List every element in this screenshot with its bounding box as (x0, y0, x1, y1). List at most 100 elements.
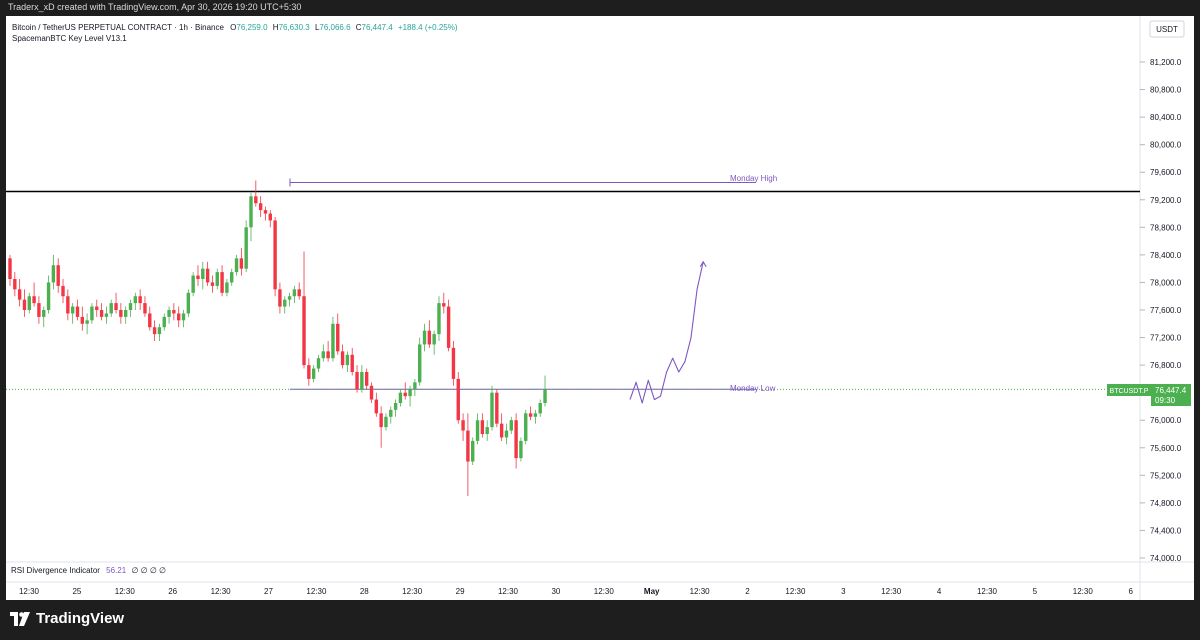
candle-body (157, 327, 162, 335)
candle-body (17, 289, 22, 300)
candle-body (437, 303, 441, 335)
y-tick-label: 74,800.0 (1150, 499, 1182, 508)
price-tag (1151, 384, 1191, 406)
candle-body (143, 303, 147, 314)
candle-body (287, 296, 292, 300)
y-tick-label: 76,800.0 (1150, 361, 1182, 370)
y-tick-label: 80,800.0 (1150, 86, 1182, 95)
candle-body (244, 227, 248, 269)
candle-body (340, 351, 345, 366)
candle-body (345, 354, 350, 366)
chart-panel[interactable]: 74,000.0 74,400.0 74,800.0 75,200.0 75,600.0… (6, 16, 1194, 600)
candle-body (162, 316, 166, 328)
candle-body (495, 392, 499, 424)
credit-text: Traderx_xD created with TradingView.com,… (8, 2, 302, 12)
candle-body (138, 296, 142, 304)
x-tick-label: 25 (72, 587, 81, 596)
candle-body (413, 382, 417, 390)
candle-body (408, 389, 412, 397)
candle-body (99, 310, 104, 317)
price-tag-value: 76,447.4 (1155, 386, 1187, 395)
candle-body (302, 296, 306, 366)
rsi-label[interactable]: RSI Divergence Indicator 56.21 ∅ ∅ ∅ ∅ (11, 566, 166, 575)
top-credit-bar: Traderx_xD created with TradingView.com,… (0, 0, 1200, 16)
forecast-path (629, 261, 704, 404)
x-tick-label: 28 (360, 587, 369, 596)
candle-body (533, 413, 538, 417)
candle-body (90, 306, 94, 321)
candle-body (524, 413, 528, 441)
rsi-extras: ∅ ∅ ∅ ∅ (131, 566, 166, 575)
time-axis[interactable]: 12:30 25 12:30 26 12:30 27 12:30 28 12:30 29 12:30… (19, 587, 1133, 596)
x-tick-label: 12:30 (498, 587, 519, 596)
candle-body (364, 372, 369, 386)
footer-bar: TradingView (0, 600, 1200, 640)
y-tick-label: 75,600.0 (1150, 444, 1182, 453)
candle-body (336, 323, 340, 352)
y-tick-label: 81,200.0 (1150, 58, 1182, 67)
x-tick-label: 12:30 (211, 587, 232, 596)
candle-body (85, 320, 89, 324)
candle-body (254, 196, 258, 204)
candle-body (27, 296, 31, 310)
tradingview-logo[interactable]: TradingView (10, 610, 124, 627)
y-tick-label: 74,000.0 (1150, 554, 1182, 563)
y-tick-label: 78,800.0 (1150, 223, 1182, 232)
x-tick-label: 12:30 (115, 587, 136, 596)
candle-body (46, 282, 51, 310)
candle-body (80, 316, 84, 324)
candle-body (210, 282, 215, 286)
candle-body (475, 420, 480, 441)
symbol-tag-label: BTCUSDT.P (1110, 388, 1149, 395)
candle-body (451, 347, 456, 379)
candle-body (292, 289, 297, 297)
y-tick-label: 80,000.0 (1150, 141, 1182, 150)
currency-label: USDT (1156, 25, 1178, 34)
indicator-label[interactable]: SpacemanBTC Key Level V13.1 (12, 34, 127, 43)
candle-body (114, 303, 118, 310)
x-tick-label: 12:30 (19, 587, 40, 596)
candle-body (355, 372, 359, 390)
price-chart[interactable]: 74,000.0 74,400.0 74,800.0 75,200.0 75,600.0… (6, 16, 1194, 600)
forecast-arrowhead (699, 260, 707, 268)
y-tick-label: 77,200.0 (1150, 334, 1182, 343)
candle-body (263, 210, 268, 214)
candle-body (215, 272, 219, 286)
price-axis[interactable]: 74,000.0 74,400.0 74,800.0 75,200.0 75,600.0… (1140, 58, 1182, 563)
candle-body (75, 306, 80, 317)
x-tick-label: 6 (1128, 587, 1133, 596)
candle-body (123, 310, 128, 317)
candle-body (230, 272, 234, 283)
legend-line: Bitcoin / TetherUS PERPETUAL CONTRACT · … (12, 23, 458, 32)
candle-body (427, 330, 432, 345)
x-tick-label: 5 (1033, 587, 1038, 596)
candle-body (528, 413, 533, 417)
y-tick-label: 78,000.0 (1150, 278, 1182, 287)
candle-body (42, 310, 46, 317)
forecast-layer (629, 260, 707, 404)
candle-body (278, 289, 282, 307)
candle-body (172, 310, 176, 314)
candle-body (321, 351, 325, 359)
y-tick-label: 79,200.0 (1150, 196, 1182, 205)
candle-body (374, 399, 379, 414)
candle-body (432, 334, 436, 345)
x-tick-label: 12:30 (785, 587, 806, 596)
candle-body (384, 416, 388, 428)
x-tick-label: 12:30 (402, 587, 423, 596)
candle-body (283, 299, 287, 307)
currency-box[interactable] (1149, 20, 1185, 38)
plot-area[interactable] (6, 16, 1140, 556)
candle-body (418, 344, 422, 383)
x-tick-label: 12:30 (1073, 587, 1094, 596)
candle-body (234, 258, 239, 273)
x-tick-label: May (644, 587, 660, 596)
candle-body (186, 292, 191, 314)
x-tick-label: 3 (841, 587, 846, 596)
monday-low-label: Monday Low (730, 384, 776, 393)
candle-body (22, 299, 27, 310)
candle-body (379, 413, 383, 428)
y-tick-label: 80,400.0 (1150, 113, 1182, 122)
candle-body (37, 303, 41, 317)
x-tick-label: 30 (551, 587, 560, 596)
